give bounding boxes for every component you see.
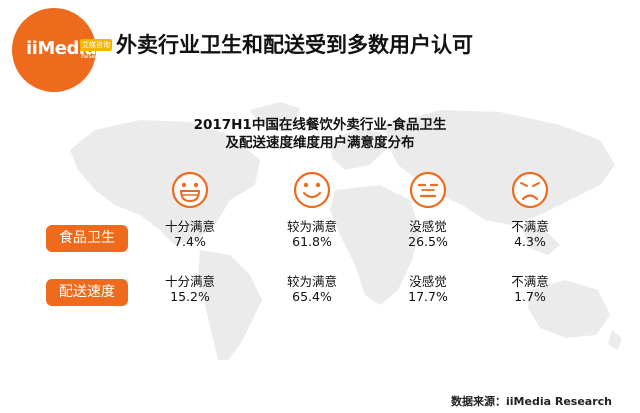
value-label: 17.7%	[408, 289, 448, 304]
value-label: 4.3%	[514, 234, 546, 249]
cell-speed-neutral: 没感觉 17.7%	[378, 274, 478, 304]
category-label: 没感觉	[409, 274, 447, 289]
smile-face-icon	[293, 171, 331, 209]
category-label: 较为满意	[286, 219, 337, 234]
logo-badge: 艾媒咨询	[80, 39, 112, 51]
data-source: 数据来源：iiMedia Research	[451, 395, 612, 408]
category-label: 十分满意	[164, 274, 215, 289]
value-label: 15.2%	[170, 289, 210, 304]
logo-subtext: Research	[81, 53, 109, 60]
chart-title: 2017H1中国在线餐饮外卖行业-食品卫生 及配送速度维度用户满意度分布	[120, 116, 520, 152]
category-label: 较为满意	[286, 274, 337, 289]
row-label-food-hygiene: 食品卫生	[46, 225, 128, 252]
logo-wordmark: iiMedia	[26, 38, 97, 59]
category-label: 不满意	[511, 219, 549, 234]
iimedia-logo: iiMedia 艾媒咨询 Research	[12, 8, 112, 92]
value-label: 65.4%	[292, 289, 332, 304]
chart-title-line-2: 及配送速度维度用户满意度分布	[225, 135, 415, 151]
value-label: 7.4%	[174, 234, 206, 249]
row-label-delivery-speed: 配送速度	[46, 279, 128, 306]
category-label: 十分满意	[164, 219, 215, 234]
cell-speed-unsatisfied: 不满意 1.7%	[480, 274, 580, 304]
chart-title-line-1: 2017H1中国在线餐饮外卖行业-食品卫生	[193, 117, 447, 133]
cell-food-unsatisfied: 不满意 4.3%	[480, 219, 580, 249]
frown-face-icon	[511, 171, 549, 209]
neutral-face-icon	[409, 171, 447, 209]
cell-food-neutral: 没感觉 26.5%	[378, 219, 478, 249]
cell-speed-satisfied: 较为满意 65.4%	[262, 274, 362, 304]
value-label: 26.5%	[408, 234, 448, 249]
cell-food-very-satisfied: 十分满意 7.4%	[140, 219, 240, 249]
value-label: 1.7%	[514, 289, 546, 304]
page-title: 外卖行业卫生和配送受到多数用户认可	[116, 33, 473, 57]
cell-speed-very-satisfied: 十分满意 15.2%	[140, 274, 240, 304]
category-label: 不满意	[511, 274, 549, 289]
cell-food-satisfied: 较为满意 61.8%	[262, 219, 362, 249]
value-label: 61.8%	[292, 234, 332, 249]
big-smile-face-icon	[171, 171, 209, 209]
category-label: 没感觉	[409, 219, 447, 234]
